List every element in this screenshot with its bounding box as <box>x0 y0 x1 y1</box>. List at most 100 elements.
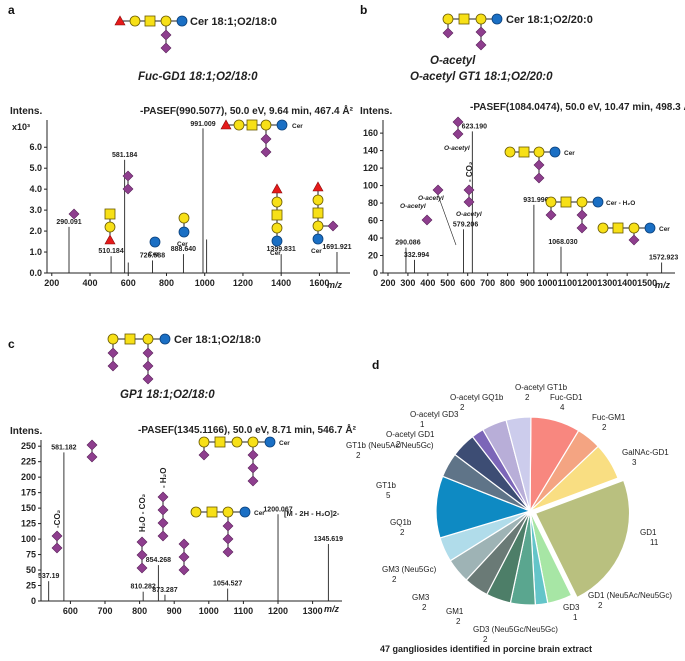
peak-label-a-0: 290.091 <box>56 219 81 226</box>
fragment-a-726: Cer <box>148 236 161 258</box>
ylabel-a: Intens. <box>10 106 42 117</box>
xtick-label-b-7: 900 <box>520 278 535 288</box>
pie-count-16: 2 <box>525 393 530 402</box>
pie-label-13: O-acetyl GD1 <box>386 430 435 439</box>
glycan-header-a: Cer 18:1;O2/18:0 <box>114 15 277 54</box>
peak-label-b-4: 931.996 <box>523 197 548 204</box>
ytick-label-b-4: 80 <box>368 198 378 208</box>
fragment-b-1572: Cer <box>597 222 670 246</box>
xlabel-b: m/z <box>655 280 671 290</box>
ylabel-c: Intens. <box>10 426 42 437</box>
ytick-label-c-8: 200 <box>21 472 36 482</box>
peak-label-c-3: 854.268 <box>146 557 171 564</box>
xtick-label-c-0: 600 <box>63 606 78 616</box>
pie-count-11: 5 <box>386 491 391 500</box>
fragment-b-1068: Cer - H₂O <box>545 196 635 234</box>
frag-co2-c: -CO₂ <box>53 509 62 528</box>
panel-label-c: c <box>8 337 15 351</box>
xtick-label-b-4: 600 <box>460 278 475 288</box>
pie-count-0: 4 <box>560 403 565 412</box>
xtick-label-b-5: 700 <box>480 278 495 288</box>
ytick-label-c-7: 175 <box>21 488 36 498</box>
peak-label-b-1: 332.994 <box>404 252 429 259</box>
pie-count-8: 2 <box>422 603 427 612</box>
xtick-label-b-0: 200 <box>380 278 395 288</box>
peak-label-c-6: 1200.067 <box>263 506 292 513</box>
frag-cer-b-1: Cer <box>564 150 575 157</box>
panel-label-a: a <box>8 3 15 17</box>
pie-label-16: O-acetyl GT1b <box>515 383 568 392</box>
panel-label-d: d <box>372 358 379 372</box>
ytick-label-b-1: 20 <box>368 251 378 261</box>
meta-c: -PASEF(1345.1166), 50.0 eV, 8.71 min, 54… <box>138 423 357 436</box>
fragment-a-1691: Cer <box>311 181 339 255</box>
pie-label-15: O-acetyl GQ1b <box>450 393 504 402</box>
fragment-a-888: Cer <box>177 212 190 248</box>
pie-slice-16 <box>505 416 532 512</box>
frag-oac-b-3: O-acetyl <box>444 145 470 152</box>
peak-label-c-5: 1054.527 <box>213 581 242 588</box>
pie-count-15: 2 <box>460 403 465 412</box>
ytick-label-b-5: 100 <box>363 181 378 191</box>
peak-label-b-5: 1068.030 <box>548 239 577 246</box>
ytick-label-b-7: 140 <box>363 146 378 156</box>
xlabel-a: m/z <box>327 280 343 290</box>
xtick-label-b-6: 800 <box>500 278 515 288</box>
fragment-a-510 <box>104 208 116 245</box>
ytick-label-c-9: 225 <box>21 457 36 467</box>
ytick-label-a-5: 5.0 <box>29 163 42 173</box>
ylabel-b: Intens. <box>360 106 392 117</box>
chart-title-b: O-acetyl GT1 18:1;O2/20:0 <box>410 71 553 83</box>
yunit-a: x10³ <box>12 122 30 132</box>
peak-label-a-8: 1399.831 <box>267 246 296 253</box>
fragment-c-1200: Cer <box>198 436 290 487</box>
fragment-c-581 <box>86 439 98 463</box>
peak-label-a-2: 581.184 <box>112 152 137 159</box>
pie-count-9: 2 <box>392 575 397 584</box>
ytick-label-c-10: 250 <box>21 441 36 451</box>
pie-label-6: GD3 (Neu5Gc/Neu5Gc) <box>473 625 558 634</box>
header-cer-a: Cer 18:1;O2/18:0 <box>190 16 277 28</box>
peak-label-a-5: 888.640 <box>171 246 196 253</box>
panel-b: b Cer 18:1;O2/20:0 O-acetyl O-acetyl GT1… <box>360 3 685 290</box>
peak-label-b-6: 1572.923 <box>649 255 678 262</box>
pie-label-7: GM1 <box>446 607 464 616</box>
ytick-label-c-4: 100 <box>21 534 36 544</box>
peak-label-a-6: 991.009 <box>190 121 215 128</box>
peak-label-c-4: 873.287 <box>152 587 177 594</box>
frag-co2-b: - CO₂ <box>465 161 474 182</box>
pie-label-1: Fuc-GM1 <box>592 413 626 422</box>
peak-label-c-1: 581.182 <box>51 444 76 451</box>
pie-label-10: GQ1b <box>390 518 412 527</box>
meta-a: -PASEF(990.5077), 50.0 eV, 9.64 min, 467… <box>140 104 354 117</box>
peak-label-a-1: 510.184 <box>98 248 123 255</box>
pie-label-12: GT1b (Neu5Ac/Neu5Gc) <box>346 441 434 450</box>
xtick-label-c-6: 1200 <box>268 606 288 616</box>
ytick-label-a-0: 0.0 <box>29 268 42 278</box>
ytick-label-b-3: 60 <box>368 216 378 226</box>
xtick-label-c-2: 800 <box>132 606 147 616</box>
ytick-label-a-2: 2.0 <box>29 226 42 236</box>
xtick-label-b-13: 1500 <box>637 278 657 288</box>
fragment-a-290 <box>68 208 80 220</box>
pie-label-14: O-acetyl GD3 <box>410 410 459 419</box>
peak-label-c-0: 537.19 <box>38 573 60 580</box>
peak-label-a-9: 1691.921 <box>322 244 351 251</box>
peak-label-c-2: 810.282 <box>131 584 156 591</box>
pie-caption: 47 gangliosides identified in porcine br… <box>380 644 592 654</box>
frag-h2oco2-c: H₂O - CO₂ <box>138 493 147 532</box>
fragment-a-991: Cer <box>220 119 303 158</box>
peak-label-b-0: 290.086 <box>395 240 420 247</box>
xtick-label-b-1: 300 <box>400 278 415 288</box>
pie-slice-2 <box>529 445 619 512</box>
pie-label-9: GM3 (Neu5Gc) <box>382 565 437 574</box>
xtick-label-b-9: 1100 <box>558 278 578 288</box>
frag-oac-b-4: O-acetyl <box>418 195 444 202</box>
frag-cer-a-2: Cer <box>177 241 188 248</box>
frag-cer-a-3: Cer <box>292 123 303 130</box>
xtick-label-a-3: 800 <box>159 278 174 288</box>
panel-label-b: b <box>360 3 367 17</box>
fragment-b-579: O-acetyl - CO₂ <box>456 161 482 218</box>
